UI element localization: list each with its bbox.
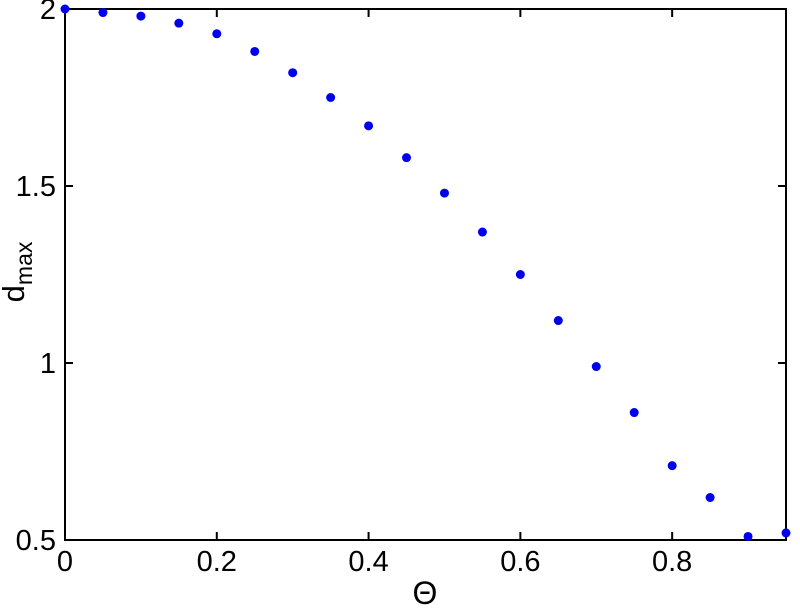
y-tick-label: 1 [40,348,56,380]
axes-box [64,8,787,541]
y-axis-label-main: d [0,285,31,302]
y-tick-label: 1.5 [16,171,56,203]
x-tick-label: 0.4 [348,546,388,578]
data-point [250,46,260,56]
data-point [705,493,715,503]
data-point [288,68,298,78]
data-point [667,461,677,471]
data-point [477,227,487,237]
data-point [326,93,336,102]
x-tick-label: 0.6 [500,546,540,578]
x-tick-label: 0 [57,546,73,578]
x-tick-label: 0.2 [197,546,237,578]
y-axis-label-subscript: max [11,241,37,285]
data-point [174,18,184,28]
x-axis-label: Θ [413,575,438,611]
data-point [364,121,374,131]
data-point [212,29,222,39]
data-point [515,270,525,279]
data-point [136,11,146,21]
y-axis-label: dmax [0,241,37,302]
data-point [553,316,563,326]
y-tick-label: 0.5 [16,525,56,557]
data-point [591,362,601,372]
data-point [743,531,753,541]
data-point [60,4,70,14]
data-point [98,8,108,18]
data-point [402,153,412,163]
x-tick-label: 0.8 [652,546,692,578]
data-point [439,188,449,198]
y-tick-label: 2 [40,0,56,26]
data-point [629,408,639,418]
data-point [781,528,791,538]
